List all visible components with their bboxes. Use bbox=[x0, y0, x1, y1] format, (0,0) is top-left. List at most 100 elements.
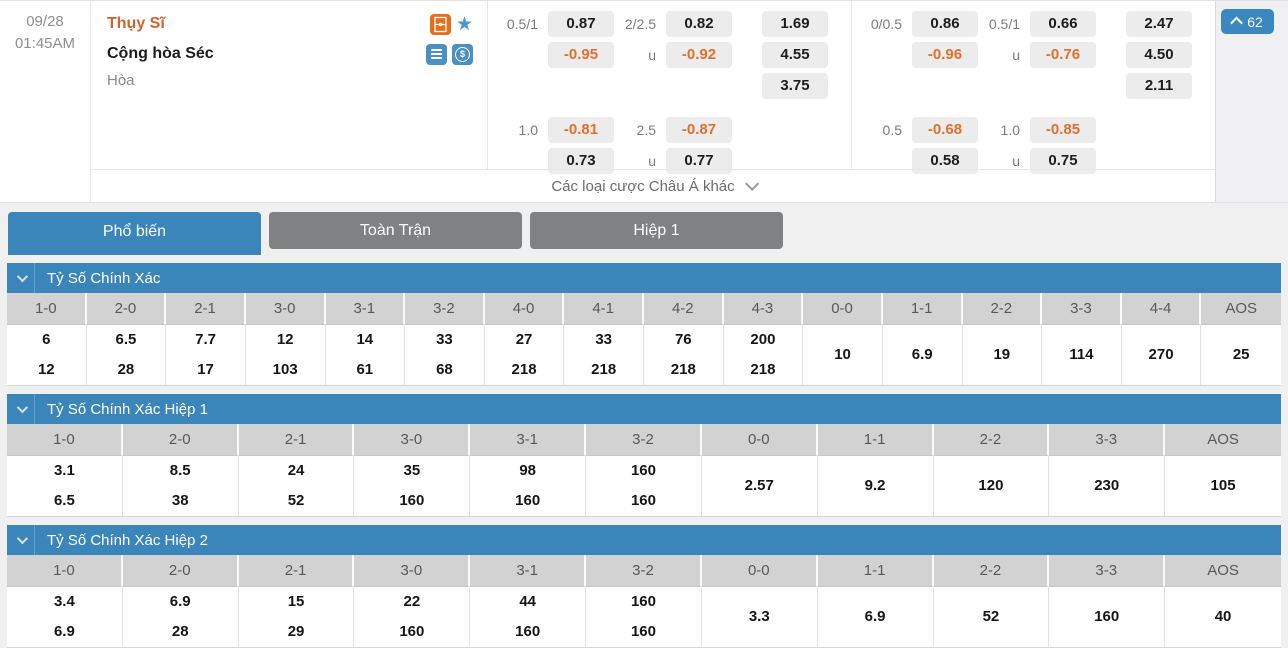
score-odds-cell[interactable]: 33 bbox=[436, 331, 453, 348]
score-values: 105 bbox=[1165, 456, 1281, 516]
dollar-icon[interactable]: $ bbox=[452, 43, 473, 65]
score-odds-cell[interactable]: 52 bbox=[287, 492, 305, 509]
odds-pill[interactable]: -0.85 bbox=[1030, 117, 1096, 143]
odds-pill[interactable]: -0.81 bbox=[548, 117, 614, 143]
score-odds-cell[interactable]: 105 bbox=[1210, 477, 1236, 494]
score-odds-cell[interactable]: 76 bbox=[674, 331, 692, 348]
score-odds-cell[interactable]: 103 bbox=[272, 361, 298, 378]
score-odds-cell[interactable]: 68 bbox=[436, 361, 453, 378]
stack-icon[interactable] bbox=[426, 43, 447, 65]
collapse-chevron-icon[interactable] bbox=[7, 525, 35, 555]
score-odds-cell[interactable]: 230 bbox=[1094, 477, 1120, 494]
score-odds-cell[interactable]: 160 bbox=[515, 492, 541, 509]
score-odds-cell[interactable]: 33 bbox=[595, 331, 613, 348]
odds-pill[interactable]: -0.87 bbox=[666, 117, 732, 143]
section-header-2[interactable]: Tỷ Số Chính Xác Hiệp 1 bbox=[7, 394, 1281, 424]
score-odds-cell[interactable]: 8.5 bbox=[169, 462, 191, 479]
score-odds-cell[interactable]: 6.9 bbox=[911, 346, 933, 363]
favorite-star-icon[interactable]: ★ bbox=[455, 13, 473, 35]
score-odds-cell[interactable]: 160 bbox=[515, 623, 541, 640]
outcome-odds-pill[interactable]: 2.47 bbox=[1126, 11, 1192, 37]
handicap-label: 1.0 bbox=[518, 122, 538, 138]
collapse-chevron-icon[interactable] bbox=[7, 394, 35, 424]
score-odds-cell[interactable]: 120 bbox=[978, 477, 1004, 494]
score-odds-cell[interactable]: 160 bbox=[630, 623, 656, 640]
section-header-1[interactable]: Tỷ Số Chính Xác bbox=[7, 263, 1281, 293]
score-odds-cell[interactable]: 6.9 bbox=[169, 593, 191, 610]
odds-pill[interactable]: -0.96 bbox=[912, 42, 978, 68]
tab-hiep-1[interactable]: Hiệp 1 bbox=[530, 212, 783, 249]
score-odds-cell[interactable]: 15 bbox=[287, 593, 305, 610]
score-odds-cell[interactable]: 200 bbox=[750, 331, 776, 348]
tab-pho-bien[interactable]: Phổ biến bbox=[8, 212, 261, 255]
outcome-odds-pill[interactable]: 2.11 bbox=[1126, 73, 1192, 99]
odds-pill[interactable]: 0.87 bbox=[548, 11, 614, 37]
outcome-odds-pill[interactable]: 4.50 bbox=[1126, 42, 1192, 68]
pitch-lineup-icon[interactable] bbox=[429, 13, 451, 35]
score-odds-cell[interactable]: 2.57 bbox=[744, 477, 774, 494]
collapse-chevron-icon[interactable] bbox=[7, 263, 35, 293]
score-odds-cell[interactable]: 19 bbox=[993, 346, 1011, 363]
score-odds-cell[interactable]: 218 bbox=[670, 361, 696, 378]
score-odds-cell[interactable]: 218 bbox=[591, 361, 617, 378]
score-odds-cell[interactable]: 6.5 bbox=[53, 492, 75, 509]
score-header-cell: 1-0 bbox=[7, 555, 123, 587]
score-odds-cell[interactable]: 61 bbox=[356, 361, 374, 378]
score-column: 1-0 6 12 bbox=[7, 293, 87, 385]
score-odds-cell[interactable]: 35 bbox=[403, 462, 421, 479]
score-odds-cell[interactable]: 218 bbox=[511, 361, 537, 378]
score-odds-cell[interactable]: 28 bbox=[117, 361, 135, 378]
score-header-cell: 0-0 bbox=[803, 293, 883, 325]
score-odds-cell[interactable]: 160 bbox=[630, 492, 656, 509]
score-odds-cell[interactable]: 10 bbox=[834, 346, 851, 363]
outcome-odds-pill[interactable]: 3.75 bbox=[762, 73, 828, 99]
score-odds-cell[interactable]: 160 bbox=[1094, 608, 1120, 625]
score-column: 4-1 33 218 bbox=[564, 293, 644, 385]
score-odds-cell[interactable]: 28 bbox=[171, 623, 189, 640]
odds-pill[interactable]: -0.95 bbox=[548, 42, 614, 68]
score-odds-cell[interactable]: 3.4 bbox=[53, 593, 75, 610]
odds-pill[interactable]: -0.68 bbox=[912, 117, 978, 143]
score-odds-cell[interactable]: 52 bbox=[982, 608, 1000, 625]
score-odds-cell[interactable]: 6.5 bbox=[115, 331, 137, 348]
score-odds-cell[interactable]: 12 bbox=[37, 361, 55, 378]
score-odds-cell[interactable]: 114 bbox=[1069, 346, 1094, 363]
score-odds-cell[interactable]: 3.1 bbox=[53, 462, 75, 479]
section-title: Tỷ Số Chính Xác bbox=[47, 269, 161, 287]
score-odds-cell[interactable]: 3.3 bbox=[748, 608, 770, 625]
score-odds-cell[interactable]: 25 bbox=[1232, 346, 1250, 363]
score-odds-cell[interactable]: 98 bbox=[519, 462, 536, 479]
score-odds-cell[interactable]: 44 bbox=[519, 593, 536, 610]
odds-pill[interactable]: -0.92 bbox=[666, 42, 732, 68]
score-odds-cell[interactable]: 17 bbox=[197, 361, 214, 378]
tab-toan-tran[interactable]: Toàn Trận bbox=[269, 212, 522, 249]
score-odds-cell[interactable]: 7.7 bbox=[195, 331, 216, 348]
score-odds-cell[interactable]: 6 bbox=[42, 331, 51, 348]
markets-count-badge[interactable]: 62 bbox=[1221, 9, 1274, 34]
odds-pill[interactable]: -0.76 bbox=[1030, 42, 1096, 68]
score-odds-cell[interactable]: 24 bbox=[287, 462, 305, 479]
score-odds-cell[interactable]: 160 bbox=[630, 593, 656, 610]
score-odds-cell[interactable]: 160 bbox=[399, 492, 425, 509]
score-odds-cell[interactable]: 160 bbox=[630, 462, 656, 479]
score-odds-cell[interactable]: 38 bbox=[171, 492, 189, 509]
score-odds-cell[interactable]: 29 bbox=[287, 623, 305, 640]
score-odds-cell[interactable]: 27 bbox=[515, 331, 533, 348]
score-odds-cell[interactable]: 9.2 bbox=[864, 477, 886, 494]
score-odds-cell[interactable]: 14 bbox=[356, 331, 374, 348]
section-header-3[interactable]: Tỷ Số Chính Xác Hiệp 2 bbox=[7, 525, 1281, 555]
odds-pill[interactable]: 0.82 bbox=[666, 11, 732, 37]
score-odds-cell[interactable]: 6.9 bbox=[53, 623, 75, 640]
odds-pill[interactable]: 0.66 bbox=[1030, 11, 1096, 37]
score-odds-cell[interactable]: 218 bbox=[750, 361, 776, 378]
score-odds-cell[interactable]: 270 bbox=[1148, 346, 1174, 363]
outcome-odds-pill[interactable]: 4.55 bbox=[762, 42, 828, 68]
score-odds-cell[interactable]: 22 bbox=[403, 593, 421, 610]
outcome-odds-pill[interactable]: 1.69 bbox=[762, 11, 828, 37]
score-odds-cell[interactable]: 12 bbox=[276, 331, 294, 348]
more-asian-bets-button[interactable]: Các loại cược Châu Á khác bbox=[90, 169, 1215, 202]
score-odds-cell[interactable]: 40 bbox=[1214, 608, 1232, 625]
score-odds-cell[interactable]: 6.9 bbox=[864, 608, 886, 625]
odds-pill[interactable]: 0.86 bbox=[912, 11, 978, 37]
score-odds-cell[interactable]: 160 bbox=[399, 623, 425, 640]
